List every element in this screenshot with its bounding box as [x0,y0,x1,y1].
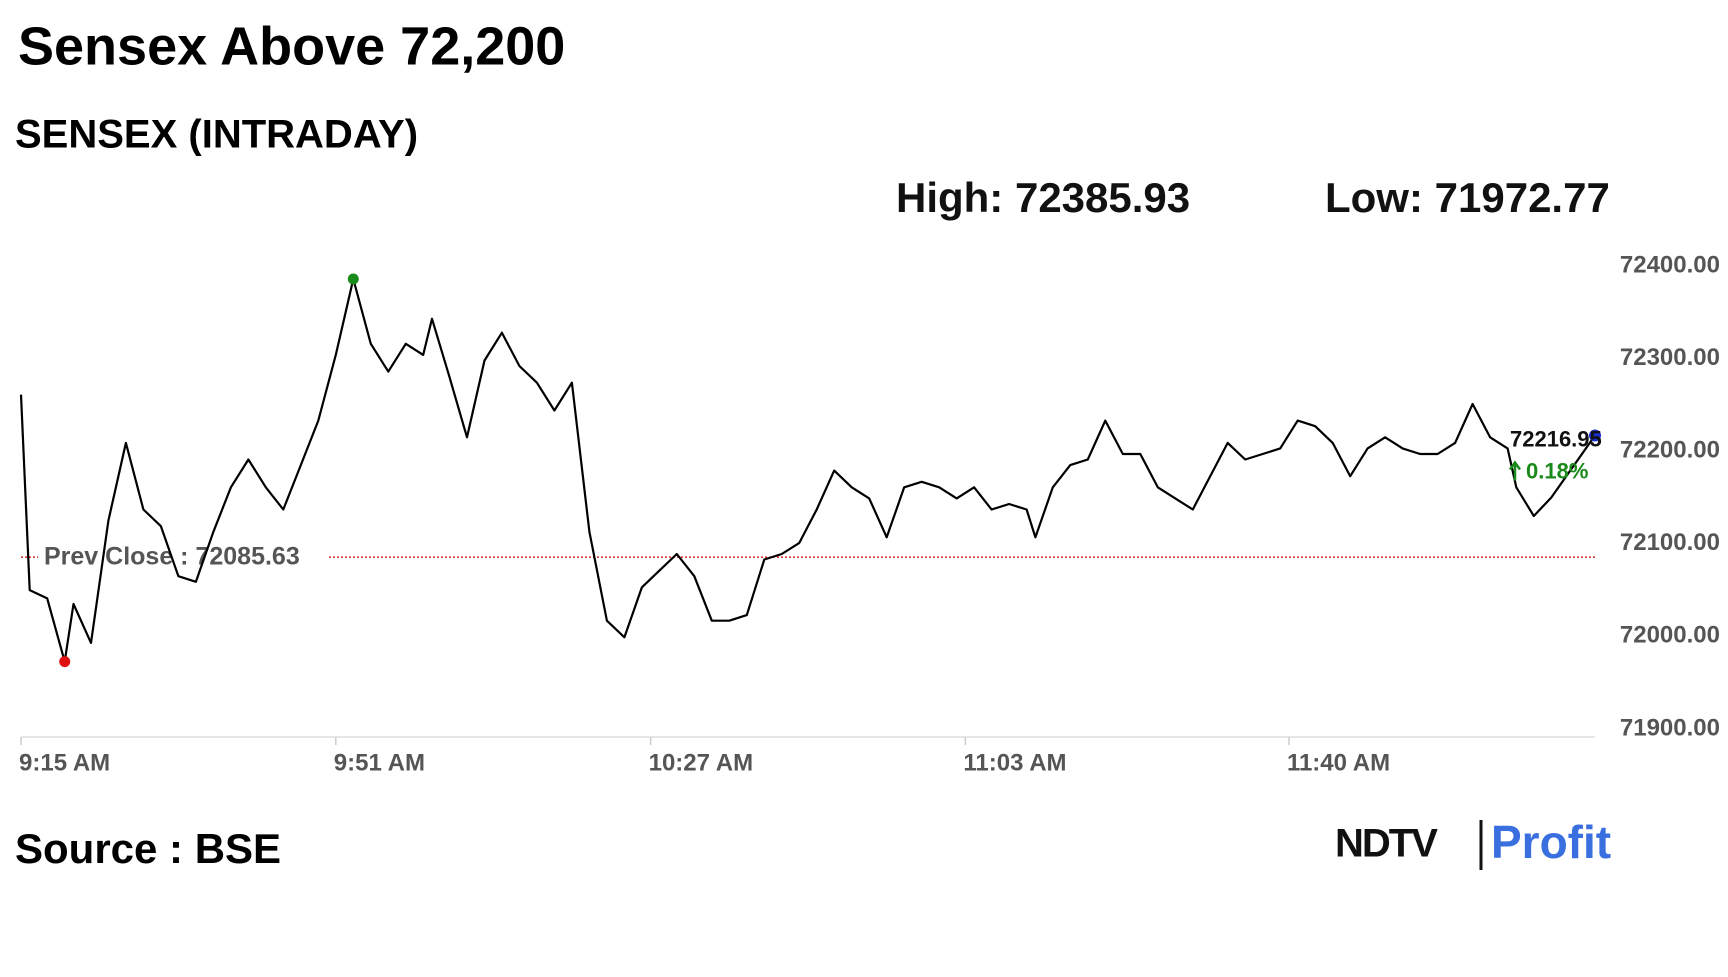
price-line [19,277,1596,663]
y-tick-label: 72100.00 [1620,529,1720,556]
brand-profit: Profit [1491,816,1611,868]
x-tick-label: 9:51 AM [334,749,425,776]
y-tick-label: 72000.00 [1620,622,1720,649]
y-tick-label: 72200.00 [1620,437,1720,464]
x-tick-label: 11:03 AM [963,749,1066,776]
x-tick-label: 11:40 AM [1287,749,1390,776]
high-label: High: 72385.93 [896,174,1190,221]
y-tick-label: 72400.00 [1620,251,1720,278]
low-point [59,656,71,668]
last-point [1589,429,1601,442]
brand-ndtv: NDTV [1335,822,1438,866]
low-label: Low: 71972.77 [1325,174,1610,221]
y-tick-label: 72300.00 [1620,344,1720,371]
up-arrow [1508,460,1522,481]
high-point [347,273,359,285]
y-tick-label: 71900.00 [1620,714,1720,741]
chart-title: Sensex Above 72,200 [18,16,565,76]
last-price: 72216.95 [1510,426,1602,451]
source: Source : BSE [15,825,281,872]
x-tick-label: 9:15 AM [19,749,110,776]
prev-close-label-bg [38,540,328,573]
chart-subtitle: SENSEX (INTRADAY) [15,113,418,157]
x-tick-label: 10:27 AM [649,749,753,776]
change-label: 0.18% [1526,458,1588,483]
